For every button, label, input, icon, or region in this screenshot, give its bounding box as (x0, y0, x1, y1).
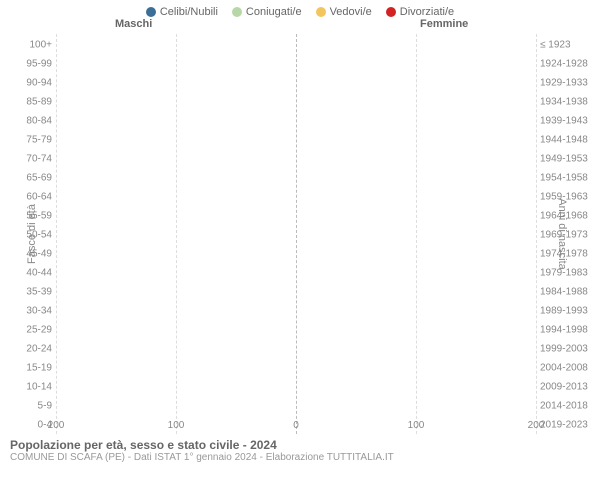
pyramid-row (56, 302, 536, 320)
birth-tick: 1934-1938 (540, 97, 600, 108)
birth-tick: 1959-1963 (540, 192, 600, 203)
pyramid-row (56, 226, 536, 244)
legend-swatch (316, 7, 326, 17)
legend: Celibi/Nubili Coniugati/e Vedovi/e Divorzia… (0, 0, 600, 18)
legend-item: Divorziati/e (386, 6, 454, 18)
age-tick: 55-59 (0, 211, 52, 222)
gridline (416, 34, 417, 434)
age-tick: 15-19 (0, 363, 52, 374)
birth-tick: 1964-1968 (540, 211, 600, 222)
birth-tick: 1929-1933 (540, 78, 600, 89)
pyramid-row (56, 359, 536, 377)
birth-tick: 2019-2023 (540, 420, 600, 431)
age-tick: 5-9 (0, 401, 52, 412)
footer-subtitle: COMUNE DI SCAFA (PE) - Dati ISTAT 1° gen… (10, 452, 590, 463)
birth-tick: 1974-1978 (540, 249, 600, 260)
birth-tick: 1944-1948 (540, 135, 600, 146)
birth-tick: 1939-1943 (540, 116, 600, 127)
x-tick: 200 (48, 420, 65, 431)
age-tick: 10-14 (0, 382, 52, 393)
pyramid-row (56, 321, 536, 339)
pyramid-row (56, 55, 536, 73)
pyramid-row (56, 131, 536, 149)
legend-label: Celibi/Nubili (160, 6, 218, 18)
age-tick: 30-34 (0, 306, 52, 317)
x-tick: 100 (408, 420, 425, 431)
birth-tick: 2009-2013 (540, 382, 600, 393)
age-tick: 90-94 (0, 78, 52, 89)
age-tick: 35-39 (0, 287, 52, 298)
gridline (56, 34, 57, 434)
pyramid-row (56, 283, 536, 301)
pyramid-row (56, 397, 536, 415)
pyramid-row (56, 188, 536, 206)
chart-footer: Popolazione per età, sesso e stato civil… (0, 434, 600, 463)
birth-tick: 1954-1958 (540, 173, 600, 184)
pyramid-row (56, 378, 536, 396)
age-tick: 65-69 (0, 173, 52, 184)
legend-swatch (146, 7, 156, 17)
birth-tick: ≤ 1923 (540, 40, 600, 51)
age-tick: 85-89 (0, 97, 52, 108)
birth-tick: 1994-1998 (540, 325, 600, 336)
gridline (176, 34, 177, 434)
legend-item: Coniugati/e (232, 6, 302, 18)
plot-area: Fasce di età Anni di nascita 100+95-9990… (0, 34, 600, 434)
header-male: Maschi (115, 18, 152, 30)
pyramid-row (56, 93, 536, 111)
pyramid-row (56, 245, 536, 263)
age-tick: 75-79 (0, 135, 52, 146)
age-tick: 95-99 (0, 59, 52, 70)
age-tick: 45-49 (0, 249, 52, 260)
age-tick: 25-29 (0, 325, 52, 336)
legend-swatch (232, 7, 242, 17)
birth-tick: 1984-1988 (540, 287, 600, 298)
x-axis: 2001000100200 (56, 420, 536, 436)
birth-tick: 2014-2018 (540, 401, 600, 412)
header-female: Femmine (420, 18, 468, 30)
pyramid-row (56, 169, 536, 187)
legend-swatch (386, 7, 396, 17)
population-pyramid-chart: Celibi/Nubili Coniugati/e Vedovi/e Divorzia… (0, 0, 600, 500)
birth-tick: 1989-1993 (540, 306, 600, 317)
pyramid-row (56, 36, 536, 54)
age-tick: 50-54 (0, 230, 52, 241)
birth-tick: 1969-1973 (540, 230, 600, 241)
pyramid-row (56, 340, 536, 358)
birth-tick: 1949-1953 (540, 154, 600, 165)
age-tick: 100+ (0, 40, 52, 51)
legend-item: Vedovi/e (316, 6, 372, 18)
pyramid-row (56, 150, 536, 168)
legend-label: Divorziati/e (400, 6, 454, 18)
birth-tick: 1999-2003 (540, 344, 600, 355)
birth-tick: 1924-1928 (540, 59, 600, 70)
bars-area (56, 34, 536, 434)
x-tick: 200 (528, 420, 545, 431)
age-tick: 20-24 (0, 344, 52, 355)
footer-title: Popolazione per età, sesso e stato civil… (10, 438, 590, 452)
age-tick: 0-4 (0, 420, 52, 431)
pyramid-row (56, 74, 536, 92)
pyramid-row (56, 264, 536, 282)
gender-headers: Maschi Femmine (0, 18, 600, 34)
gridline (536, 34, 537, 434)
legend-item: Celibi/Nubili (146, 6, 218, 18)
age-tick: 40-44 (0, 268, 52, 279)
age-tick: 80-84 (0, 116, 52, 127)
x-tick: 100 (168, 420, 185, 431)
pyramid-row (56, 207, 536, 225)
legend-label: Coniugati/e (246, 6, 302, 18)
age-tick: 70-74 (0, 154, 52, 165)
birth-tick: 2004-2008 (540, 363, 600, 374)
x-tick: 0 (293, 420, 299, 431)
age-tick: 60-64 (0, 192, 52, 203)
legend-label: Vedovi/e (330, 6, 372, 18)
birth-tick: 1979-1983 (540, 268, 600, 279)
pyramid-row (56, 112, 536, 130)
